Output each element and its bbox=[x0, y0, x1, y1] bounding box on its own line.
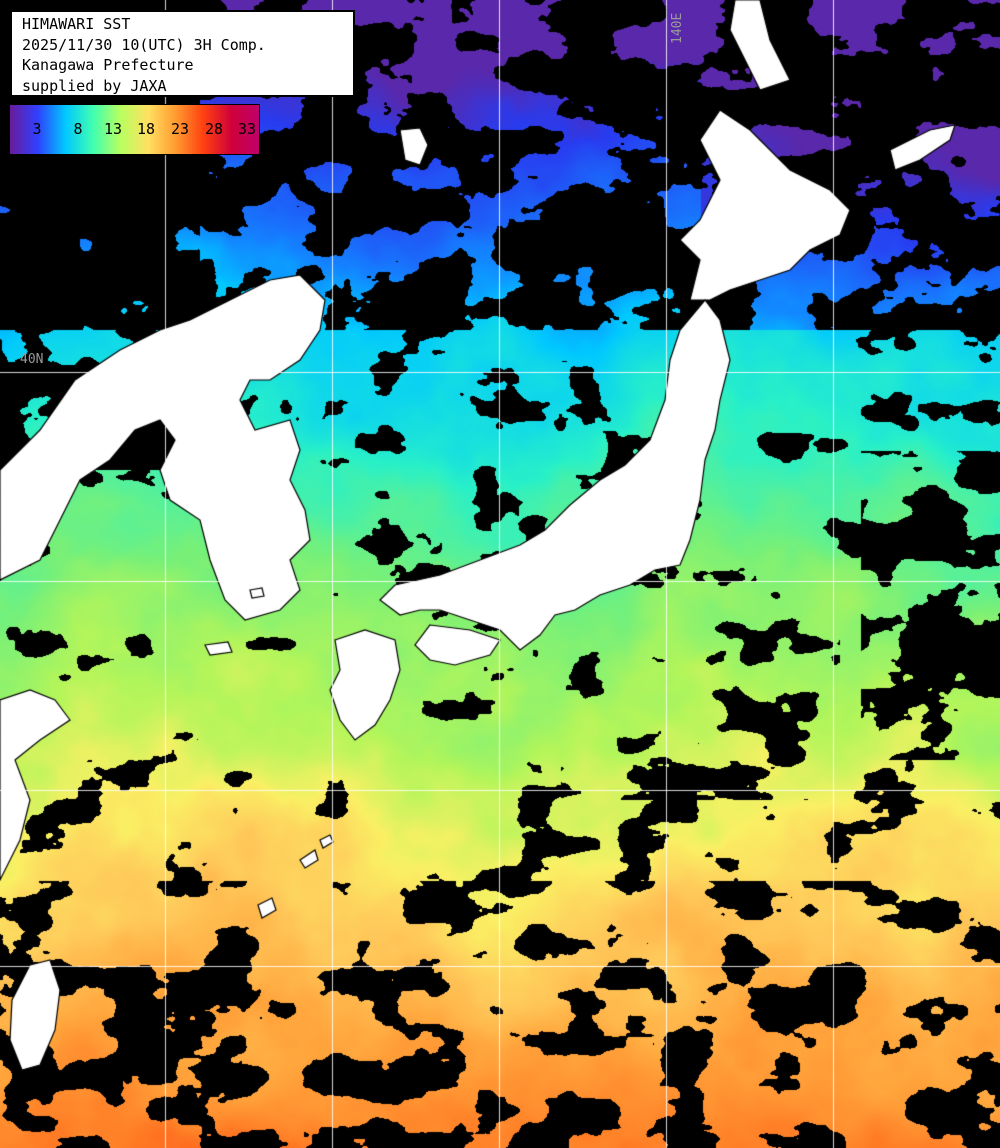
product-title: HIMAWARI SST bbox=[22, 15, 131, 33]
colorbar-tick: 8 bbox=[73, 120, 83, 138]
colorbar-tick: 13 bbox=[103, 120, 123, 138]
region-name: Kanagawa Prefecture bbox=[22, 56, 194, 74]
colorbar-tick: 23 bbox=[170, 120, 190, 138]
colorbar-tick: 33 bbox=[237, 120, 257, 138]
temperature-colorbar: 3 8 13 18 23 28 33 bbox=[9, 104, 260, 155]
info-box: HIMAWARI SST 2025/11/30 10(UTC) 3H Comp.… bbox=[10, 10, 355, 97]
colorbar-tick: 3 bbox=[32, 120, 42, 138]
timestamp: 2025/11/30 10(UTC) 3H Comp. bbox=[22, 35, 266, 54]
colorbar-tick: 18 bbox=[136, 120, 156, 138]
colorbar-tick: 28 bbox=[204, 120, 224, 138]
supplier-credit: supplied by JAXA bbox=[22, 76, 167, 95]
latitude-label: 40N bbox=[20, 352, 44, 367]
colorbar-ticks: 3 8 13 18 23 28 33 bbox=[10, 105, 259, 154]
longitude-label: 140E bbox=[670, 12, 685, 44]
